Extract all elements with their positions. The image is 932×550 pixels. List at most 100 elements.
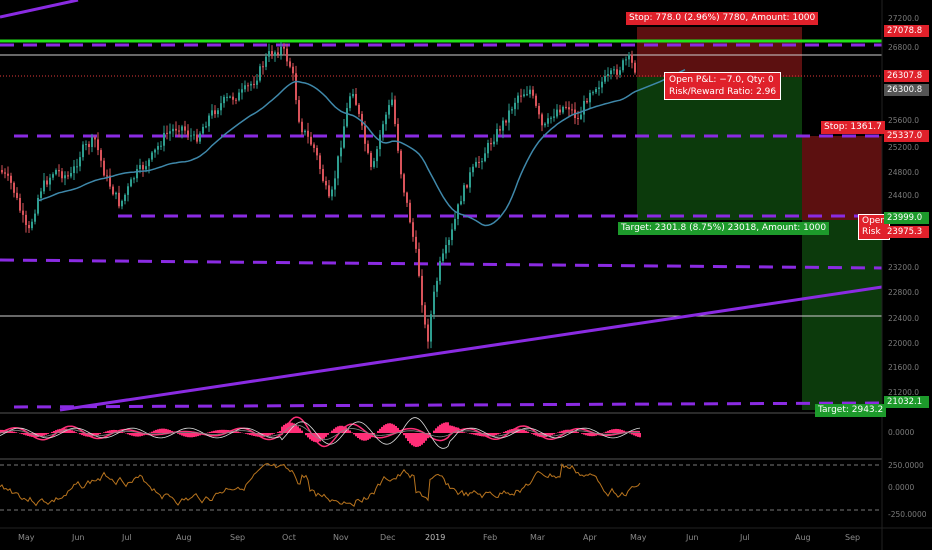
candle-body[interactable] xyxy=(415,236,417,249)
candle-body[interactable] xyxy=(379,134,381,150)
candle-body[interactable] xyxy=(409,202,411,223)
candle-body[interactable] xyxy=(526,94,528,96)
candle-body[interactable] xyxy=(343,126,345,148)
candle-body[interactable] xyxy=(58,170,60,172)
candle-body[interactable] xyxy=(370,152,372,167)
candle-body[interactable] xyxy=(514,102,516,110)
candle-body[interactable] xyxy=(199,133,201,142)
candle-body[interactable] xyxy=(154,149,156,153)
candle-body[interactable] xyxy=(280,46,282,55)
candle-body[interactable] xyxy=(115,192,117,195)
candle-body[interactable] xyxy=(325,180,327,186)
candle-body[interactable] xyxy=(394,99,396,124)
candle-body[interactable] xyxy=(388,105,390,115)
candle-body[interactable] xyxy=(517,95,519,103)
candle-body[interactable] xyxy=(151,152,153,160)
candle-body[interactable] xyxy=(547,118,549,124)
candle-body[interactable] xyxy=(625,59,627,61)
candle-body[interactable] xyxy=(160,145,162,147)
candle-body[interactable] xyxy=(214,110,216,115)
candle-body[interactable] xyxy=(226,96,228,98)
candle-body[interactable] xyxy=(358,104,360,114)
candle-body[interactable] xyxy=(565,106,567,108)
position-1-stop-zone[interactable] xyxy=(637,27,802,77)
candle-body[interactable] xyxy=(466,185,468,188)
candle-body[interactable] xyxy=(217,110,219,115)
candle-body[interactable] xyxy=(403,174,405,193)
candle-body[interactable] xyxy=(448,239,450,246)
candle-body[interactable] xyxy=(238,92,240,101)
candle-body[interactable] xyxy=(406,192,408,203)
candle-body[interactable] xyxy=(478,161,480,163)
candle-body[interactable] xyxy=(1,170,3,173)
candle-body[interactable] xyxy=(463,185,465,202)
candle-body[interactable] xyxy=(184,126,186,131)
candle-body[interactable] xyxy=(595,88,597,93)
candle-body[interactable] xyxy=(37,197,39,214)
purple-trendline-rising[interactable] xyxy=(59,285,883,412)
candle-body[interactable] xyxy=(460,201,462,205)
candle-body[interactable] xyxy=(220,103,222,111)
candle-body[interactable] xyxy=(229,96,231,98)
candle-body[interactable] xyxy=(289,61,291,67)
candle-body[interactable] xyxy=(550,117,552,119)
candle-body[interactable] xyxy=(634,62,636,73)
candle-body[interactable] xyxy=(532,89,534,96)
candle-body[interactable] xyxy=(439,260,441,281)
candle-body[interactable] xyxy=(631,54,633,63)
candle-body[interactable] xyxy=(304,130,306,133)
candle-body[interactable] xyxy=(52,174,54,178)
candle-body[interactable] xyxy=(559,109,561,113)
candle-body[interactable] xyxy=(553,116,555,118)
candle-body[interactable] xyxy=(610,70,612,75)
candle-body[interactable] xyxy=(31,221,33,229)
candle-body[interactable] xyxy=(190,135,192,137)
candle-body[interactable] xyxy=(76,166,78,168)
position-1-pnl-tag[interactable]: Open P&L: −7.0, Qty: 0 Risk/Reward Ratio… xyxy=(664,72,782,100)
candle-body[interactable] xyxy=(445,245,447,254)
candle-body[interactable] xyxy=(67,175,69,177)
candle-body[interactable] xyxy=(454,218,456,230)
candle-body[interactable] xyxy=(316,147,318,156)
candle-body[interactable] xyxy=(385,114,387,125)
candle-body[interactable] xyxy=(187,130,189,136)
candle-body[interactable] xyxy=(232,96,234,100)
candle-body[interactable] xyxy=(607,74,609,76)
candle-body[interactable] xyxy=(145,166,147,170)
candle-body[interactable] xyxy=(34,213,36,222)
candle-body[interactable] xyxy=(166,132,168,134)
candle-body[interactable] xyxy=(349,96,351,109)
candle-body[interactable] xyxy=(28,224,30,229)
candle-body[interactable] xyxy=(49,177,51,185)
position-2-target-tag[interactable]: Target: 2943.2 xyxy=(815,404,887,417)
position-2-stop-tag[interactable]: Stop: 1361.7 xyxy=(821,121,885,134)
candle-body[interactable] xyxy=(490,142,492,145)
candle-body[interactable] xyxy=(400,150,402,175)
candle-body[interactable] xyxy=(7,173,9,176)
candle-body[interactable] xyxy=(94,137,96,140)
candle-body[interactable] xyxy=(475,161,477,167)
candle-body[interactable] xyxy=(241,89,243,93)
candle-body[interactable] xyxy=(265,56,267,67)
candle-body[interactable] xyxy=(244,85,246,90)
candle-body[interactable] xyxy=(73,166,75,174)
candle-body[interactable] xyxy=(586,100,588,103)
candle-body[interactable] xyxy=(535,95,537,106)
candle-body[interactable] xyxy=(292,66,294,74)
candle-body[interactable] xyxy=(616,69,618,75)
candle-body[interactable] xyxy=(271,51,273,56)
candle-body[interactable] xyxy=(205,126,207,128)
candle-body[interactable] xyxy=(340,147,342,157)
oscillator-signal-line[interactable] xyxy=(0,424,641,441)
candle-body[interactable] xyxy=(334,178,336,190)
candle-body[interactable] xyxy=(376,149,378,162)
candle-body[interactable] xyxy=(391,99,393,106)
candle-body[interactable] xyxy=(538,105,540,115)
candle-body[interactable] xyxy=(496,129,498,142)
candle-body[interactable] xyxy=(70,173,72,177)
candle-body[interactable] xyxy=(286,48,288,62)
candle-body[interactable] xyxy=(469,172,471,188)
candle-body[interactable] xyxy=(223,96,225,104)
candle-body[interactable] xyxy=(130,179,132,187)
